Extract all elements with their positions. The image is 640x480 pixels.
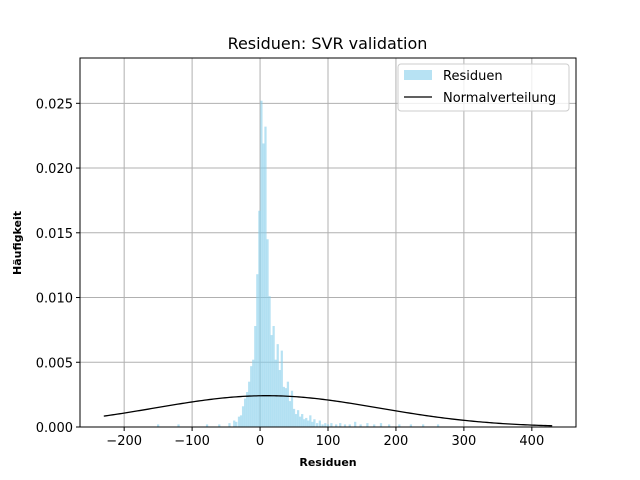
histogram-bar: [326, 424, 330, 427]
legend-box: [397, 63, 570, 112]
histogram-bar: [274, 359, 277, 427]
y-tick-label: 0.015: [36, 227, 73, 242]
normal-curve-layer: [103, 395, 553, 427]
legend-swatch-residuen: [404, 70, 432, 80]
histogram-bar: [343, 424, 347, 427]
histogram-bar: [205, 424, 209, 427]
histogram-bar: [246, 392, 249, 427]
histogram-bar: [299, 416, 302, 427]
histogram-bar: [233, 420, 236, 427]
grid-lines: [80, 58, 576, 428]
histogram-bar: [436, 424, 440, 427]
histogram-bar: [272, 326, 275, 427]
x-tick-label: 0: [256, 434, 264, 449]
histogram-bar: [252, 359, 255, 427]
histogram-bar: [335, 424, 338, 427]
histogram-bar: [373, 424, 376, 427]
y-tick-label: 0.000: [36, 421, 73, 436]
histogram-bar: [318, 420, 321, 427]
y-tick-label: 0.005: [36, 356, 73, 371]
histogram-bar: [313, 419, 316, 427]
histogram-bar: [254, 326, 257, 427]
histogram-bar: [264, 126, 267, 427]
histogram-bar: [339, 423, 342, 427]
legend-label-normalverteilung: Normalverteilung: [443, 91, 556, 106]
histogram-bar: [282, 386, 285, 427]
histogram-bar: [294, 414, 298, 427]
histogram-bar: [280, 350, 283, 427]
x-axis-label: Residuen: [299, 456, 356, 469]
histogram-bar: [243, 398, 247, 427]
histogram-bar: [260, 100, 263, 427]
histogram-bar: [276, 344, 279, 427]
histogram-bar: [359, 424, 362, 427]
histogram-bar: [330, 423, 333, 427]
histogram-bar: [366, 423, 369, 427]
histogram-bar: [316, 423, 319, 427]
histogram-bar: [248, 381, 251, 427]
histogram-bar: [292, 408, 296, 427]
histogram-bar: [321, 424, 324, 427]
chart-title: Residuen: SVR validation: [228, 34, 428, 53]
histogram-bar: [256, 274, 259, 427]
histogram-bar: [228, 423, 231, 427]
histogram-bar: [290, 390, 294, 427]
histogram-bar: [237, 416, 241, 427]
histogram-bar: [218, 424, 221, 427]
y-tick-label: 0.020: [36, 162, 73, 177]
histogram-bar: [296, 410, 300, 427]
histogram-bar: [266, 239, 269, 427]
histogram-bar: [379, 423, 383, 427]
x-tick-label: −200: [106, 434, 142, 449]
histogram-bar: [409, 424, 413, 427]
histogram-bar: [177, 424, 180, 427]
histogram-bar: [309, 415, 312, 427]
histogram-bar: [388, 424, 391, 427]
histogram-bar: [348, 424, 351, 427]
y-tick-label: 0.010: [36, 292, 73, 307]
histogram-bar: [422, 424, 425, 427]
histogram-bar: [270, 335, 273, 427]
legend: Residuen Normalverteilung: [397, 63, 570, 112]
axis-ticks: −200 −100 0 100 200 300 400 0.000 0.005 0.010 0.01…: [36, 97, 544, 449]
histogram-bar: [286, 381, 290, 427]
x-tick-label: 400: [519, 434, 544, 449]
histogram-bar: [278, 370, 281, 427]
histogram-bar: [303, 419, 306, 427]
histogram-bar: [305, 417, 308, 427]
histogram-bar: [307, 420, 310, 427]
legend-label-residuen: Residuen: [443, 69, 503, 84]
x-tick-label: 300: [451, 434, 476, 449]
histogram-bar: [354, 421, 357, 427]
histogram-bar: [284, 388, 287, 427]
normal-distribution-curve: [103, 395, 553, 427]
x-tick-label: 200: [384, 434, 409, 449]
histogram-bar: [235, 421, 238, 427]
histogram-bar: [268, 296, 271, 427]
x-tick-label: −100: [174, 434, 210, 449]
histogram-bar: [301, 414, 304, 427]
histogram-bar: [311, 421, 314, 427]
histogram-bar: [324, 423, 327, 427]
y-axis-label: Häufigkeit: [11, 211, 24, 275]
histogram-bar: [157, 424, 160, 427]
histogram-bar: [398, 424, 401, 427]
y-tick-label: 0.025: [36, 97, 73, 112]
histogram-bars: [157, 100, 440, 427]
histogram-bar: [288, 401, 292, 427]
histogram-bar: [239, 415, 243, 427]
histogram-bar: [258, 210, 261, 427]
histogram-bar: [262, 143, 265, 427]
histogram-bar: [241, 406, 245, 427]
x-tick-label: 100: [316, 434, 341, 449]
